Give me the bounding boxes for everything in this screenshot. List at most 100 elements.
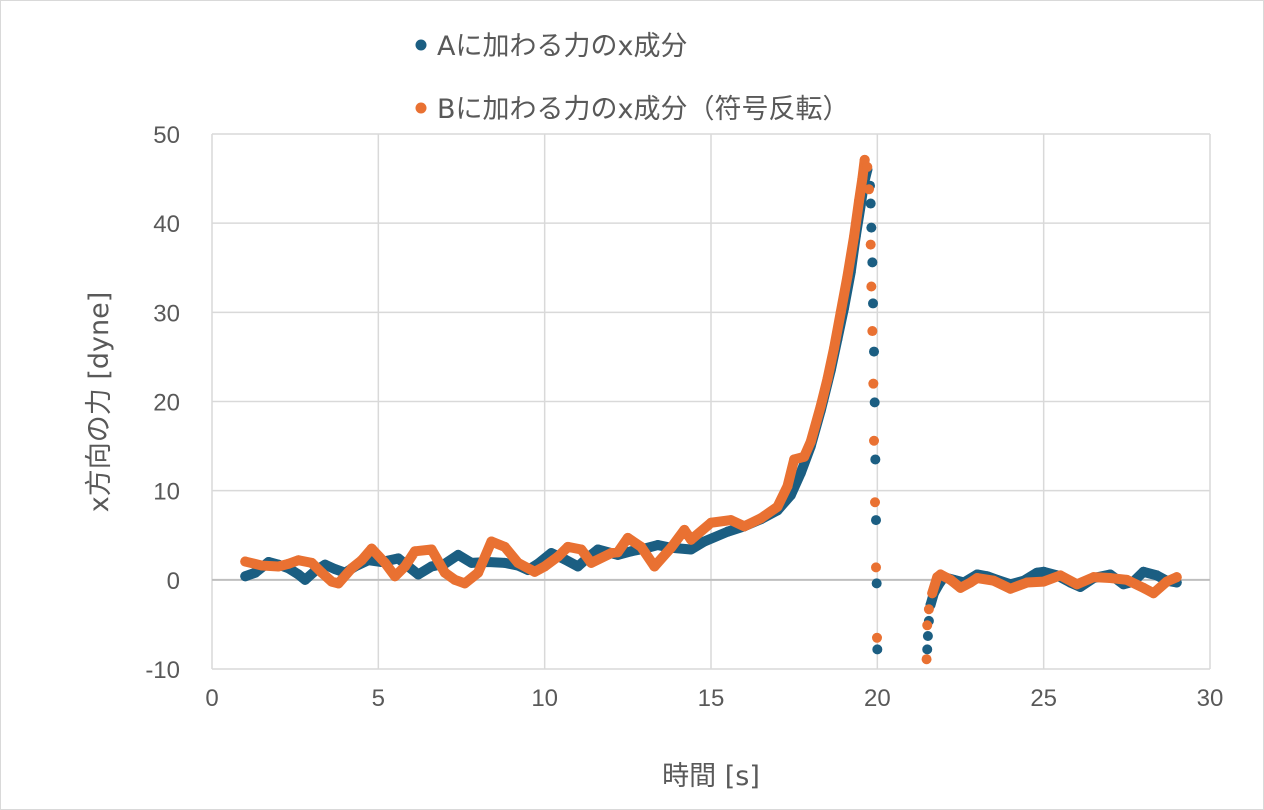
y-tick-label: 40	[153, 211, 180, 238]
x-tick-label: 10	[531, 685, 558, 712]
data-point	[679, 524, 690, 535]
data-point	[699, 536, 710, 547]
data-point	[592, 544, 603, 555]
data-point	[805, 436, 816, 447]
data-point	[782, 481, 793, 492]
data-point	[867, 326, 878, 337]
data-point	[868, 298, 879, 309]
data-point	[1055, 570, 1066, 581]
data-point	[1138, 582, 1149, 593]
y-tick-label: 30	[153, 300, 180, 327]
data-point	[539, 561, 550, 572]
data-point	[1138, 566, 1149, 577]
data-point	[869, 435, 880, 446]
data-point	[686, 534, 697, 545]
data-point	[612, 547, 623, 558]
data-point	[586, 557, 597, 568]
series-b	[240, 154, 1182, 665]
y-tick-label: 0	[167, 568, 180, 595]
data-point	[870, 497, 881, 508]
data-point	[300, 574, 311, 585]
data-point	[795, 467, 806, 478]
data-point	[1088, 572, 1099, 583]
data-point	[829, 343, 840, 353]
data-point	[293, 569, 304, 580]
y-tick-label: 20	[153, 390, 180, 417]
data-point	[426, 561, 437, 572]
data-point	[867, 257, 878, 268]
data-point	[1151, 570, 1162, 581]
data-point	[822, 374, 833, 385]
data-point	[366, 543, 377, 554]
data-point	[552, 551, 563, 562]
data-point	[870, 454, 881, 465]
data-point	[1071, 579, 1082, 590]
data-point	[872, 644, 883, 655]
x-tick-label: 30	[1197, 685, 1224, 712]
data-point	[513, 557, 524, 568]
data-point	[865, 239, 876, 250]
data-point	[562, 541, 573, 552]
data-point	[789, 454, 800, 465]
y-tick-label: 10	[153, 479, 180, 506]
data-point	[529, 566, 540, 577]
data-point	[649, 561, 660, 572]
data-point	[316, 567, 327, 578]
data-point	[473, 567, 484, 578]
data-point	[393, 553, 404, 564]
legend: Aに加わる力のx成分 Bに加わる力のx成分（符号反転）	[415, 31, 850, 125]
data-point	[1038, 576, 1049, 587]
data-point	[1022, 577, 1033, 588]
data-point	[725, 515, 736, 526]
data-point	[426, 544, 437, 555]
data-point	[389, 571, 400, 582]
data-point	[1121, 574, 1132, 585]
data-point	[409, 546, 420, 557]
data-point	[356, 555, 367, 566]
data-point	[869, 397, 880, 408]
data-point	[379, 557, 390, 568]
tick-labels: 0 5 10 15 20 25 30 -10 0 10 20 30 40 50	[145, 122, 1223, 712]
data-point	[866, 222, 877, 233]
data-point	[935, 569, 946, 580]
x-tick-label: 15	[698, 685, 725, 712]
data-point	[330, 564, 341, 575]
data-point	[799, 451, 810, 462]
data-point	[466, 557, 477, 568]
data-point	[572, 561, 583, 572]
data-point	[922, 631, 933, 642]
data-point	[835, 307, 846, 318]
legend-label-b: Bに加わる力のx成分（符号反転）	[437, 94, 850, 125]
data-point	[399, 561, 410, 572]
data-point	[862, 161, 873, 172]
data-point	[922, 620, 933, 631]
data-point	[499, 557, 510, 568]
legend-label-a: Aに加わる力のx成分	[437, 31, 687, 62]
data-point	[1038, 566, 1049, 577]
data-point	[927, 588, 938, 599]
data-point	[868, 378, 879, 389]
x-tick-label: 25	[1030, 685, 1057, 712]
data-point	[955, 582, 966, 593]
data-point	[346, 563, 357, 574]
data-point	[1161, 576, 1172, 587]
data-point	[413, 569, 424, 580]
data-point	[636, 541, 647, 552]
data-point	[849, 231, 860, 242]
data-point	[273, 561, 284, 572]
data-point	[988, 575, 999, 586]
data-point	[453, 549, 464, 560]
data-point	[622, 532, 633, 543]
x-tick-label: 20	[864, 685, 891, 712]
data-point	[256, 560, 267, 571]
y-tick-label: 50	[153, 122, 180, 149]
data-point	[240, 556, 251, 567]
data-point	[283, 558, 294, 569]
data-point	[576, 544, 587, 555]
data-point	[865, 198, 876, 209]
x-tick-label: 0	[205, 685, 218, 712]
data-point	[921, 654, 932, 665]
data-point	[1105, 573, 1116, 584]
data-point	[706, 517, 716, 528]
data-point	[755, 513, 766, 524]
